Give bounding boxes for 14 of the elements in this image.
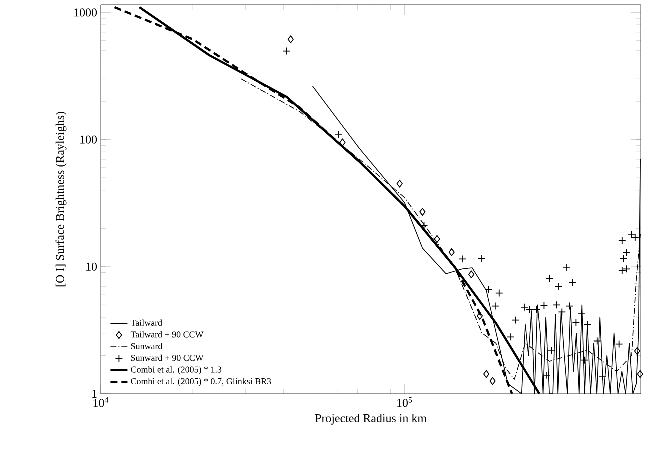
legend-label: Sunward [131, 343, 163, 350]
x-tick-label: 10$^{5}$ [398, 398, 412, 408]
y-axis-title: [O I] Surface Brightness (Rayleighs) [56, 112, 67, 287]
y-tick-label: 100 [80, 136, 98, 144]
y-tick-label: 10 [86, 262, 98, 271]
x-tick-label: 10$^{4}$ [94, 398, 109, 408]
x-axis-title: Projected Radius in km [315, 414, 427, 425]
y-tick-label: 1 [92, 390, 97, 398]
legend-label: Combi et al. (2005) * 0.7, Glinksi BR3 [131, 378, 272, 386]
legend-label: Sunward + 90 CCW [131, 354, 204, 362]
y-tick-label: 1000 [74, 8, 98, 17]
legend-label: Tailward [130, 320, 162, 326]
legend-label: Combi et al. (2005) * 1.3 [131, 366, 222, 375]
legend-label: Tailward + 90 CCW [130, 331, 204, 338]
